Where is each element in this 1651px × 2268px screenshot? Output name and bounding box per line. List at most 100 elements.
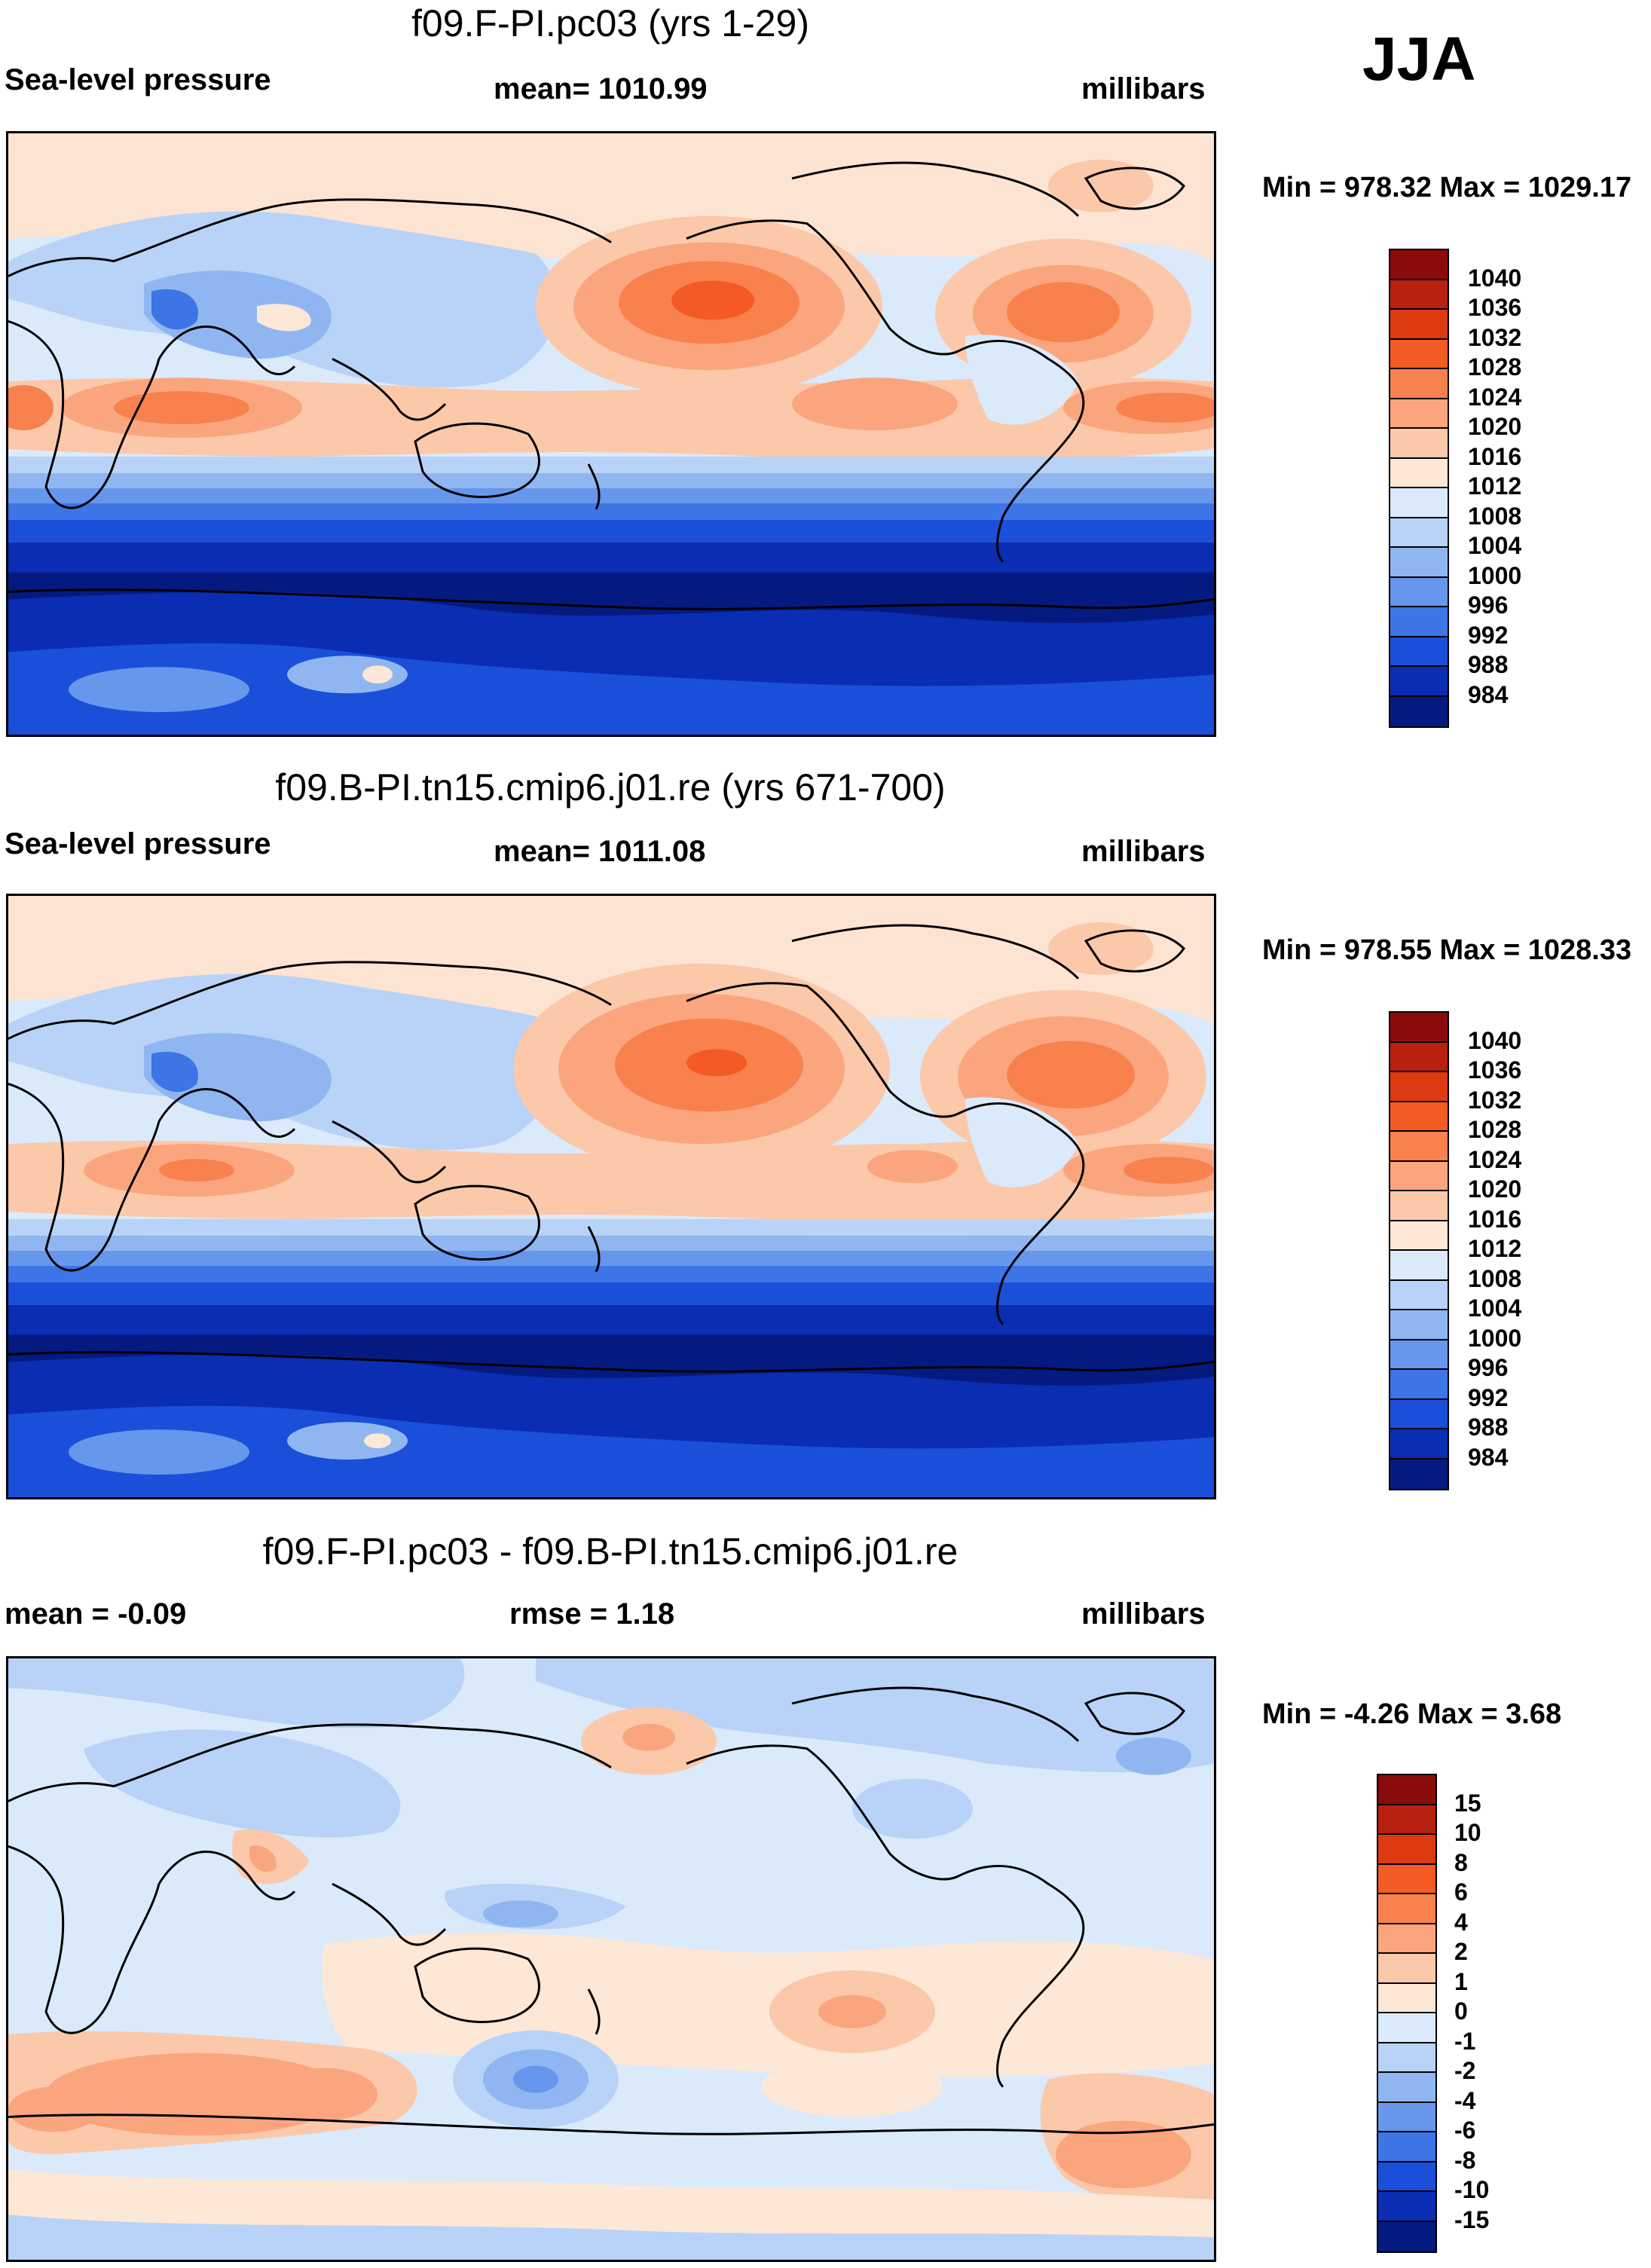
panel-2-colorbar-label: 1024 [1468,1145,1522,1173]
panel-1-mean: mean= 1010.99 [494,72,708,105]
panel-3-colorbar-swatch [1378,2043,1435,2073]
panel-1-colorbar-swatch [1390,667,1448,697]
panel-2-colorbar-swatch [1390,1221,1448,1251]
panel-3-colorbar-swatch [1378,1924,1435,1954]
panel-2-colorbar-swatch [1390,1370,1448,1400]
panel-3-colorbar-swatch [1378,1954,1435,1984]
panel-3-colorbar-label: -6 [1454,2117,1476,2144]
panel-3-colorbar [1377,1774,1437,2253]
panel-2-colorbar-label: 1012 [1468,1235,1522,1262]
panel-1-colorbar-swatch [1390,637,1448,667]
panel-1-colorbar-swatch [1390,458,1448,488]
panel-3-colorbar-label: -15 [1454,2205,1490,2233]
panel-2-colorbar-swatch [1390,1280,1448,1310]
panel-2-colorbar-label: 1000 [1468,1324,1522,1352]
panel-1-colorbar-label: 984 [1468,680,1509,708]
panel-2-colorbar-label: 996 [1468,1354,1509,1381]
panel-2-units: millibars [1081,835,1206,868]
panel-3-title: f09.F-PI.pc03 - f09.B-PI.tn15.cmip6.j01.… [262,1530,958,1573]
panel-1-title: f09.F-PI.pc03 (yrs 1-29) [411,2,809,44]
panel-3-mean: mean = -0.09 [5,1597,187,1631]
panel-1-colorbar-swatch [1390,250,1448,280]
panel-2-mean: mean= 1011.08 [494,835,706,868]
panel-1-colorbar-swatch [1390,696,1448,726]
panel-3-minmax: Min = -4.26 Max = 3.68 [1262,1698,1562,1730]
panel-2-map [6,894,1216,1499]
panel-2-colorbar-swatch [1390,1340,1448,1370]
panel-2-colorbar-label: 1032 [1468,1086,1522,1114]
panel-2-colorbar-label: 988 [1468,1414,1509,1441]
panel-1-colorbar-swatch [1390,577,1448,607]
season-label: JJA [1362,25,1476,93]
panel-3-rmse: rmse = 1.18 [509,1597,675,1631]
panel-2-colorbar-swatch [1390,1013,1448,1043]
panel-3-colorbar-label: 2 [1454,1938,1468,1965]
panel-1-colorbar-label: 1012 [1468,472,1522,500]
panel-3-colorbar-label: 1 [1454,1967,1468,1995]
panel-2-colorbar-label: 1004 [1468,1294,1522,1322]
panel-3-colorbar-label: -8 [1454,2146,1476,2174]
panel-3-colorbar-swatch [1378,1775,1435,1805]
panel-1-colorbar-swatch [1390,399,1448,429]
panel-1-colorbar-swatch [1390,548,1448,578]
panel-2-variable: Sea-level pressure [5,827,271,860]
panel-2-minmax: Min = 978.55 Max = 1028.33 [1262,934,1632,966]
panel-3-colorbar-label: 15 [1454,1789,1481,1817]
panel-2-colorbar-swatch [1390,1191,1448,1221]
panel-2-colorbar-swatch [1390,1429,1448,1460]
panel-1-colorbar-swatch [1390,429,1448,459]
panel-3-colorbar-swatch [1378,2013,1435,2043]
panel-1-colorbar-label: 988 [1468,651,1509,678]
panel-2-colorbar-swatch [1390,1042,1448,1072]
panel-1-colorbar-label: 1008 [1468,502,1522,530]
panel-1-colorbar-swatch [1390,310,1448,340]
panel-3-colorbar-swatch [1378,1894,1435,1924]
panel-1-colorbar-label: 1020 [1468,413,1522,440]
panel-1-colorbar-swatch [1390,518,1448,548]
panel-3-colorbar-swatch [1378,2073,1435,2103]
panel-1-map [6,131,1216,737]
panel-1-colorbar-label: 1016 [1468,442,1522,470]
panel-2-colorbar-swatch [1390,1399,1448,1429]
panel-1-colorbar [1389,249,1449,728]
panel-2-colorbar-label: 992 [1468,1383,1509,1411]
panel-1-variable: Sea-level pressure [5,63,271,96]
panel-2-colorbar-swatch [1390,1132,1448,1162]
panel-2-colorbar-label: 1008 [1468,1264,1522,1292]
panel-2-colorbar-label: 984 [1468,1443,1509,1471]
panel-1-colorbar-label: 1040 [1468,264,1522,292]
panel-1-colorbar-labels: 1040 1036 1032 1028 1024 1020 1016 1012 1008 1004… [1468,249,1558,728]
panel-3-colorbar-swatch [1378,1835,1435,1865]
panel-1-colorbar-label: 1000 [1468,561,1522,589]
panel-3-colorbar-swatch [1378,1983,1435,2013]
panel-3-colorbar-swatch [1378,2162,1435,2192]
panel-2-colorbar-swatch [1390,1102,1448,1132]
panel-2-colorbar-swatch [1390,1251,1448,1281]
panel-1-colorbar-swatch [1390,488,1448,518]
panel-3-colorbar-label: 6 [1454,1878,1468,1906]
panel-1-units: millibars [1081,72,1206,105]
panel-3-colorbar-swatch [1378,2221,1435,2251]
panel-1-minmax: Min = 978.32 Max = 1029.17 [1262,172,1632,203]
panel-2-colorbar-swatch [1390,1161,1448,1191]
panel-3-units: millibars [1081,1597,1206,1631]
panel-2-colorbar-labels: 1040 1036 1032 1028 1024 1020 1016 1012 1008 1004… [1468,1011,1558,1490]
panel-3-colorbar-swatch [1378,2102,1435,2132]
panel-1-colorbar-label: 1032 [1468,323,1522,351]
panel-2-colorbar-swatch [1390,1459,1448,1489]
panel-1-colorbar-swatch [1390,607,1448,637]
panel-1-colorbar-swatch [1390,280,1448,310]
panel-2-colorbar-swatch [1390,1072,1448,1102]
panel-3-colorbar-label: 8 [1454,1848,1468,1876]
panel-1-colorbar-label: 1028 [1468,353,1522,381]
panel-1-colorbar-label: 992 [1468,621,1509,649]
panel-1-colorbar-label: 1004 [1468,532,1522,559]
panel-3-colorbar-label: 0 [1454,1997,1468,2025]
panel-2-colorbar [1389,1011,1449,1490]
panel-3-colorbar-swatch [1378,1805,1435,1835]
panel-3-colorbar-label: -1 [1454,2027,1476,2055]
panel-2-colorbar-label: 1020 [1468,1175,1522,1203]
panel-3-colorbar-label: -10 [1454,2176,1490,2203]
panel-2-colorbar-label: 1016 [1468,1205,1522,1233]
panel-3-colorbar-label: 10 [1454,1819,1481,1846]
